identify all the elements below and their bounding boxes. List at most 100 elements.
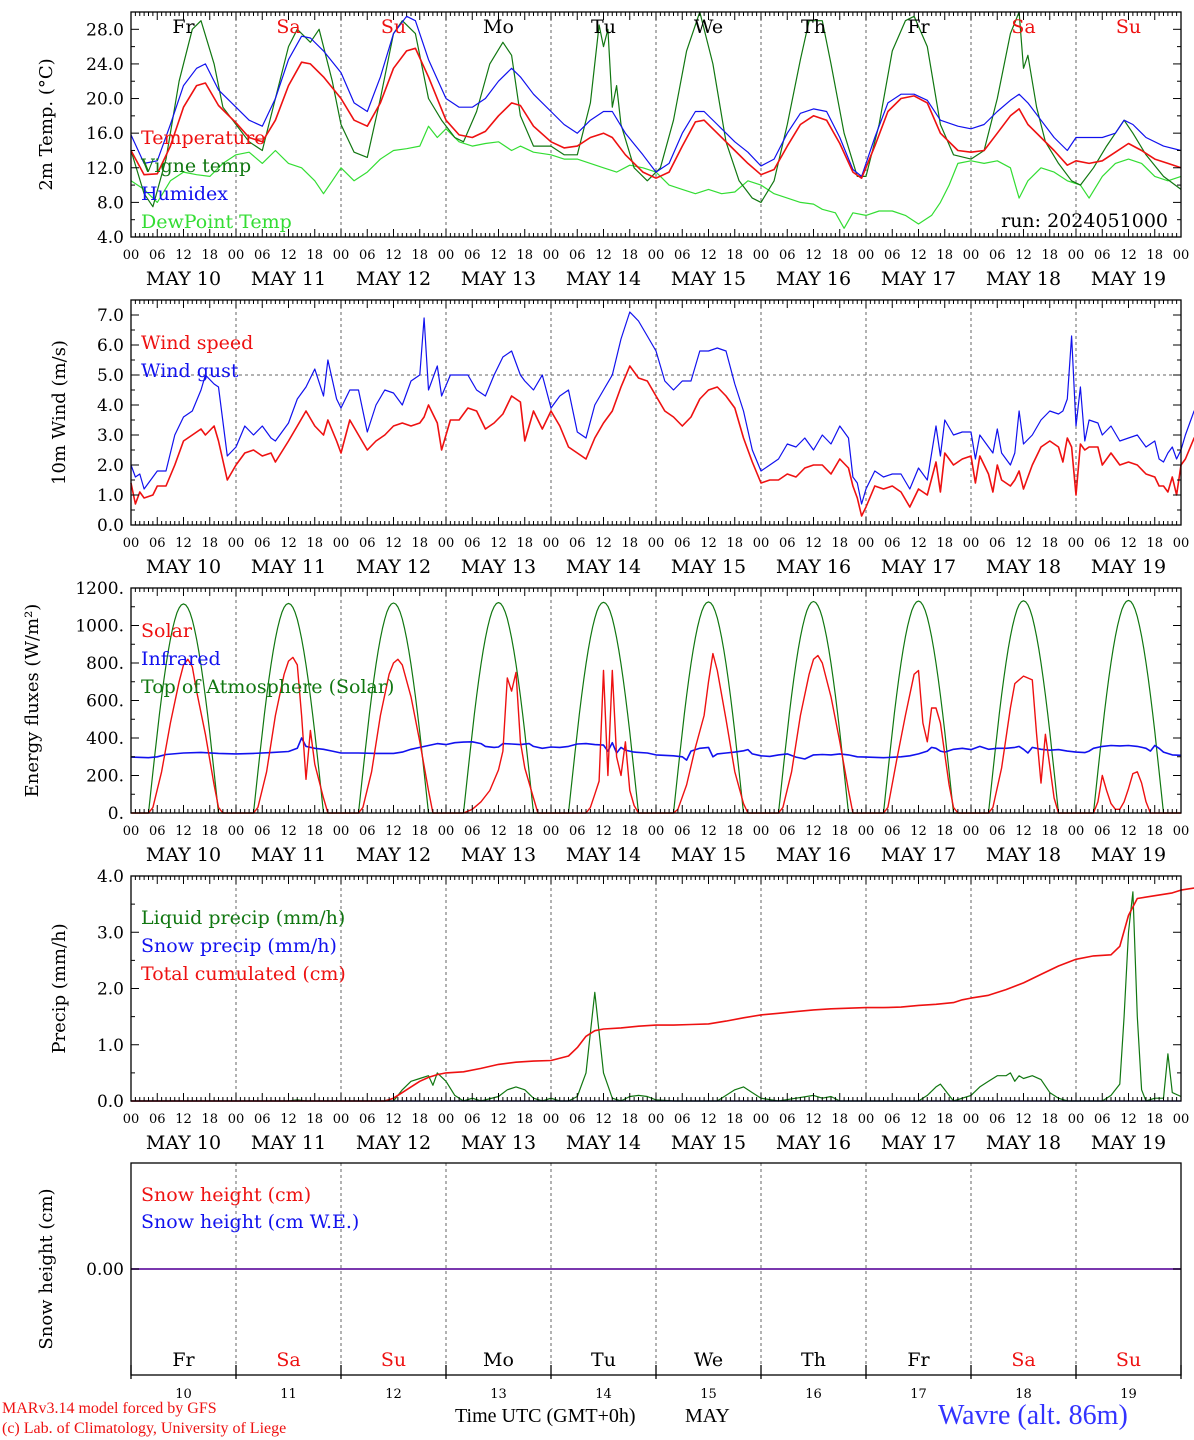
- x-hour-label: 06: [359, 1112, 376, 1127]
- legend-entry: DewPoint Temp: [141, 211, 292, 233]
- x-hour-label: 06: [1094, 1112, 1111, 1127]
- x-hour-label: 12: [805, 536, 822, 551]
- day-name-bottom: Fr: [172, 1349, 195, 1371]
- y-tick-label: 1000.: [75, 617, 124, 637]
- x-hour-label: 00: [123, 824, 140, 839]
- x-hour-label: 06: [884, 1112, 901, 1127]
- legend-entry: Snow precip (mm/h): [141, 935, 337, 957]
- x-hour-label: 06: [779, 248, 796, 263]
- y-tick-label: 800.: [86, 654, 124, 674]
- x-date-label: MAY 16: [776, 844, 851, 866]
- day-name-bottom: Th: [801, 1349, 826, 1371]
- x-hour-label: 06: [989, 1112, 1006, 1127]
- x-hour-label: 00: [438, 536, 455, 551]
- y-tick-label: 1200.: [75, 579, 124, 599]
- x-hour-label: 18: [201, 536, 218, 551]
- x-date-label: MAY 12: [356, 1132, 431, 1154]
- x-hour-label: 00: [1173, 1112, 1190, 1127]
- x-hour-label: 18: [1041, 1112, 1058, 1127]
- y-axis-label: Energy fluxes (W/m²): [22, 604, 43, 798]
- x-hour-label: 18: [1146, 248, 1163, 263]
- day-name-top: We: [694, 16, 723, 38]
- month-label: MAY: [685, 1405, 730, 1427]
- day-number: 10: [175, 1387, 192, 1402]
- x-hour-label: 18: [1041, 536, 1058, 551]
- model-credit: MARv3.14 model forced by GFS: [2, 1400, 217, 1417]
- x-hour-label: 18: [411, 536, 428, 551]
- x-hour-label: 18: [516, 248, 533, 263]
- y-tick-label: 4.0: [97, 867, 124, 887]
- x-hour-label: 00: [333, 536, 350, 551]
- x-hour-label: 00: [963, 1112, 980, 1127]
- series-wind-gust: [130, 311, 1194, 505]
- day-name-top: Sa: [1011, 16, 1035, 38]
- x-hour-label: 12: [490, 248, 507, 263]
- x-date-label: MAY 12: [356, 844, 431, 866]
- x-hour-label: 12: [595, 248, 612, 263]
- y-tick-label: 600.: [86, 692, 124, 712]
- x-hour-label: 06: [569, 536, 586, 551]
- x-hour-label: 18: [1146, 1112, 1163, 1127]
- y-tick-label: 0.0: [97, 1092, 124, 1112]
- day-name-bottom: Fr: [907, 1349, 930, 1371]
- x-hour-label: 00: [858, 1112, 875, 1127]
- x-date-label: MAY 15: [671, 844, 746, 866]
- lab-credit: (c) Lab. of Climatology, University of L…: [2, 1420, 287, 1437]
- y-tick-label: 16.0: [86, 124, 124, 144]
- x-hour-label: 18: [306, 824, 323, 839]
- x-date-label: MAY 13: [461, 268, 536, 290]
- x-hour-label: 18: [726, 536, 743, 551]
- day-number: 18: [1015, 1387, 1032, 1402]
- x-date-label: MAY 17: [881, 556, 956, 578]
- x-hour-label: 00: [1173, 536, 1190, 551]
- x-hour-label: 06: [884, 248, 901, 263]
- x-hour-label: 06: [989, 824, 1006, 839]
- y-tick-label: 3.0: [97, 923, 124, 943]
- x-date-label: MAY 14: [566, 268, 641, 290]
- x-hour-label: 12: [175, 1112, 192, 1127]
- day-name-bottom: Mo: [483, 1349, 514, 1371]
- x-date-label: MAY 18: [986, 1132, 1061, 1154]
- day-name-top: Tu: [591, 16, 616, 38]
- x-date-label: MAY 11: [251, 1132, 326, 1154]
- x-hour-label: 12: [385, 536, 402, 551]
- x-hour-label: 18: [621, 824, 638, 839]
- legend-entry: Snow height (cm W.E.): [141, 1211, 359, 1233]
- x-hour-label: 00: [648, 1112, 665, 1127]
- lines-layer: [130, 11, 1194, 1270]
- x-hour-label: 00: [648, 824, 665, 839]
- legend-entry: Top of Atmosphere (Solar): [141, 676, 394, 698]
- x-hour-label: 00: [753, 536, 770, 551]
- x-hour-label: 12: [490, 1112, 507, 1127]
- y-axis-label: Precip (mm/h): [49, 923, 70, 1053]
- x-hour-label: 00: [438, 248, 455, 263]
- day-name-top: Sa: [276, 16, 300, 38]
- x-hour-label: 06: [254, 1112, 271, 1127]
- x-hour-label: 00: [333, 248, 350, 263]
- x-date-label: MAY 15: [671, 268, 746, 290]
- x-hour-label: 12: [1015, 248, 1032, 263]
- x-hour-label: 06: [569, 824, 586, 839]
- y-tick-label: 0.: [108, 804, 124, 824]
- x-hour-label: 00: [438, 1112, 455, 1127]
- x-hour-label: 12: [595, 824, 612, 839]
- legend-entry: Humidex: [141, 183, 228, 205]
- x-hour-label: 12: [700, 824, 717, 839]
- legend-entry: Temperature: [141, 127, 265, 149]
- x-date-label: MAY 17: [881, 268, 956, 290]
- y-tick-label: 12.0: [86, 159, 124, 179]
- x-hour-label: 00: [648, 536, 665, 551]
- x-hour-label: 06: [779, 824, 796, 839]
- x-hour-label: 06: [779, 536, 796, 551]
- day-name-bottom: Tu: [591, 1349, 616, 1371]
- legend-entry: Vigne temp: [140, 155, 251, 177]
- x-hour-label: 00: [753, 824, 770, 839]
- legend-entry: Snow height (cm): [141, 1184, 311, 1206]
- x-hour-label: 06: [1094, 824, 1111, 839]
- x-hour-label: 00: [858, 248, 875, 263]
- x-hour-label: 12: [385, 824, 402, 839]
- day-name-top: Mo: [483, 16, 514, 38]
- x-hour-label: 00: [1068, 248, 1085, 263]
- day-name-bottom: Sa: [1011, 1349, 1035, 1371]
- x-hour-label: 06: [464, 536, 481, 551]
